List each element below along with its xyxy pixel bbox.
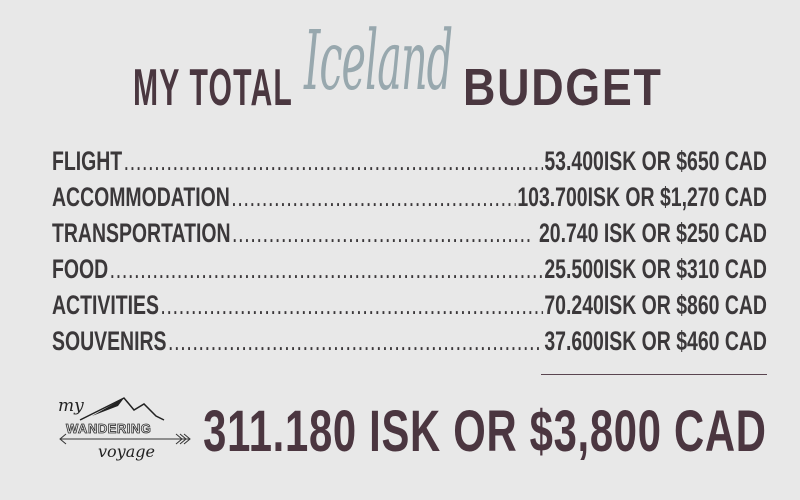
logo-my: my (58, 396, 84, 416)
item-value: 25.500ISK OR $310 CAD (544, 254, 767, 284)
logo-voyage: voyage (98, 442, 155, 461)
title-script-box: Iceland (304, 14, 453, 110)
list-item: FOOD 25.500ISK OR $310 CAD (52, 254, 767, 290)
total-amount: 311.180 ISK OR $3,800 CAD (203, 399, 767, 464)
item-label: ACTIVITIES (52, 290, 159, 320)
item-value: 103.700ISK OR $1,270 CAD (517, 182, 767, 212)
title-part1-box: MY TOTAL (133, 58, 293, 118)
dot-leader (232, 218, 532, 249)
dot-leader (110, 254, 543, 285)
item-label: SOUVENIRS (52, 326, 167, 356)
title-script: Iceland (304, 14, 453, 109)
item-label: FLIGHT (52, 146, 123, 176)
item-value: 20.740 ISK OR $250 CAD (533, 218, 767, 248)
list-item: SOUVENIRS 37.600ISK OR $460 CAD (52, 326, 767, 362)
title-part2-box: BUDGET (463, 58, 663, 118)
list-item: ACCOMMODATION 103.700ISK OR $1,270 CAD (52, 182, 767, 218)
list-item: TRANSPORTATION 20.740 ISK OR $250 CAD (52, 218, 767, 254)
item-label: ACCOMMODATION (52, 182, 230, 212)
dot-leader (231, 182, 516, 213)
item-label: FOOD (52, 254, 109, 284)
title-part2: BUDGET (463, 59, 663, 117)
item-value: 37.600ISK OR $460 CAD (544, 326, 767, 356)
logo-wandering: WANDERING (66, 421, 152, 437)
item-label: TRANSPORTATION (52, 218, 231, 248)
dot-leader (168, 326, 543, 357)
dot-leader (124, 146, 543, 177)
dot-leader (160, 290, 543, 321)
page-title: MY TOTAL Iceland BUDGET (0, 0, 800, 130)
item-value: 70.240ISK OR $860 CAD (544, 290, 767, 320)
list-item: FLIGHT 53.400ISK OR $650 CAD (52, 146, 767, 182)
mountain-arrow-icon (59, 397, 191, 445)
title-part1: MY TOTAL (133, 59, 293, 117)
list-item: ACTIVITIES 70.240ISK OR $860 CAD (52, 290, 767, 326)
item-value: 53.400ISK OR $650 CAD (544, 146, 767, 176)
budget-list: FLIGHT 53.400ISK OR $650 CAD ACCOMMODATIO… (52, 146, 767, 362)
divider (541, 374, 767, 375)
logo: my WANDERING voyage (52, 396, 192, 468)
